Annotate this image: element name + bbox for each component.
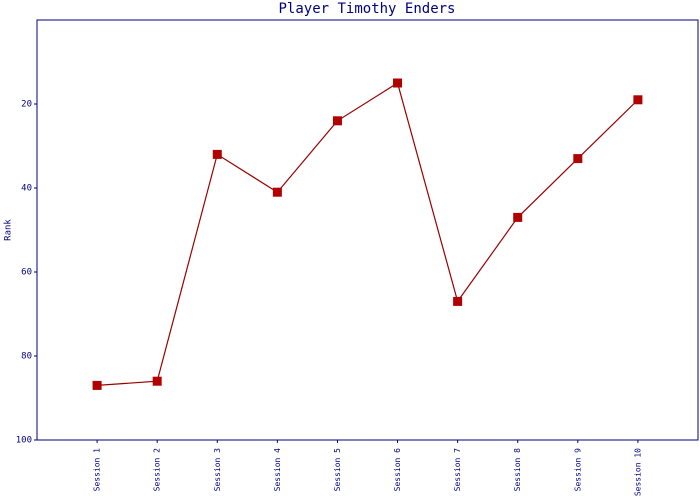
y-tick-label: 60 — [21, 268, 32, 278]
marker — [92, 380, 102, 390]
y-axis-label: Rank — [4, 219, 14, 241]
x-tick-label: Session 4 — [273, 448, 282, 492]
x-tick-label: Session 2 — [153, 448, 162, 492]
marker — [212, 149, 222, 159]
x-tick-label: Session 1 — [93, 448, 102, 492]
marker — [152, 376, 162, 386]
x-tick-label: Session 5 — [333, 448, 342, 492]
x-tick-label: Session 6 — [393, 448, 402, 492]
marker — [573, 154, 583, 164]
marker — [513, 212, 523, 222]
marker — [453, 296, 463, 306]
marker — [633, 95, 643, 105]
x-tick-label: Session 8 — [513, 448, 522, 492]
marker — [332, 116, 342, 126]
plot-frame — [36, 19, 699, 441]
y-tick-label: 100 — [16, 436, 32, 446]
y-tick-label: 20 — [21, 100, 32, 110]
marker — [393, 78, 403, 88]
x-tick-label: Session 10 — [633, 448, 642, 496]
x-tick-label: Session 3 — [213, 448, 222, 492]
line — [97, 82, 639, 386]
marker — [272, 187, 282, 197]
y-tick-label: 80 — [21, 352, 32, 362]
x-tick-label: Session 9 — [573, 448, 582, 492]
chart-title: Player Timothy Enders — [278, 1, 455, 17]
y-tick-label: 40 — [21, 184, 32, 194]
x-tick-label: Session 7 — [453, 448, 462, 492]
